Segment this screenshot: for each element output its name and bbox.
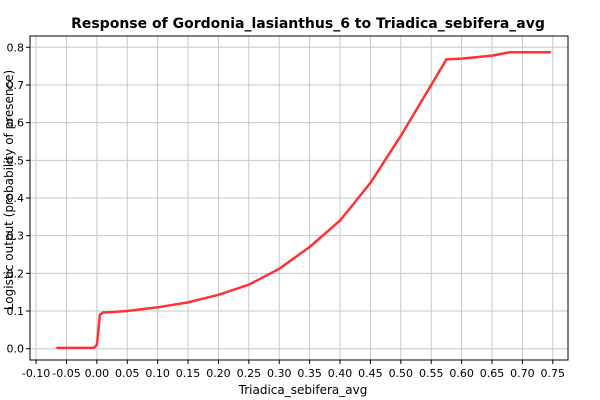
x-tick-label: 0.75 (541, 367, 566, 380)
y-tick-label: 0.0 (7, 343, 25, 356)
y-tick-label: 0.3 (7, 230, 25, 243)
x-tick-label: 0.20 (206, 367, 231, 380)
x-tick-label: 0.45 (358, 367, 383, 380)
y-axis-label: Logistic output (probability of presence… (2, 70, 16, 310)
y-tick-label: 0.7 (7, 79, 25, 92)
y-tick-label: 0.6 (7, 117, 25, 130)
x-axis-label: Triadica_sebifera_avg (238, 383, 368, 397)
y-tick-label: 0.8 (7, 41, 25, 54)
x-tick-label: 0.15 (176, 367, 201, 380)
x-tick-label: 0.35 (297, 367, 322, 380)
x-tick-label: 0.50 (389, 367, 414, 380)
y-tick-label: 0.1 (7, 305, 25, 318)
x-tick-label: 0.70 (510, 367, 535, 380)
x-tick-label: 0.30 (267, 367, 292, 380)
series-layer (56, 50, 552, 350)
grid-lines (30, 36, 568, 360)
axis-ticks: -0.10 -0.05 0.00 0.05 0.10 0.15 0.20 0.25 0.30 0.… (7, 41, 566, 380)
plot-border (29, 35, 569, 361)
chart-title: Response of Gordonia_lasianthus_6 to Tri… (71, 16, 545, 32)
y-tick-label: 0.4 (7, 192, 25, 205)
y-tick-label: 0.5 (7, 154, 25, 167)
x-tick-label: -0.10 (22, 367, 50, 380)
x-tick-label: 0.25 (237, 367, 262, 380)
x-tick-label: 0.40 (328, 367, 353, 380)
x-tick-label: 0.10 (145, 367, 170, 380)
x-tick-label: 0.60 (449, 367, 474, 380)
y-tick-label: 0.2 (7, 267, 25, 280)
x-tick-label: 0.00 (85, 367, 110, 380)
x-tick-label: 0.55 (419, 367, 444, 380)
x-tick-label: 0.65 (480, 367, 505, 380)
x-tick-label: -0.05 (52, 367, 80, 380)
x-tick-label: 0.05 (115, 367, 140, 380)
response-series-line (56, 50, 552, 350)
